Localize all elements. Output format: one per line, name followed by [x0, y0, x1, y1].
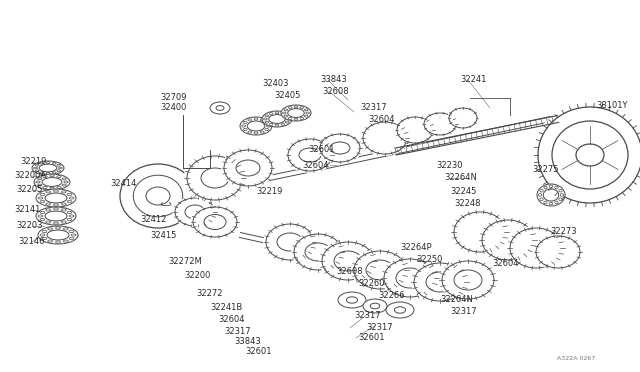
- Ellipse shape: [533, 234, 582, 270]
- Ellipse shape: [319, 240, 377, 282]
- Text: 32264N: 32264N: [444, 173, 477, 183]
- Ellipse shape: [439, 259, 497, 301]
- Ellipse shape: [291, 232, 345, 272]
- Ellipse shape: [381, 257, 439, 299]
- Text: 32405: 32405: [274, 92, 300, 100]
- Ellipse shape: [537, 184, 565, 206]
- Text: 32219: 32219: [20, 157, 46, 167]
- Text: 32608: 32608: [336, 267, 363, 276]
- Text: 32601: 32601: [245, 347, 271, 356]
- Text: 32230: 32230: [436, 161, 463, 170]
- Text: 32205: 32205: [16, 186, 42, 195]
- Ellipse shape: [507, 225, 565, 270]
- Text: 32601: 32601: [308, 145, 335, 154]
- Text: 32266: 32266: [378, 292, 404, 301]
- Text: 32317: 32317: [450, 308, 477, 317]
- Text: 32604: 32604: [492, 260, 518, 269]
- Text: A322A 0267: A322A 0267: [557, 356, 595, 360]
- Ellipse shape: [184, 153, 246, 203]
- Text: 38101Y: 38101Y: [596, 102, 627, 110]
- Text: 32264N: 32264N: [440, 295, 473, 305]
- Text: 32601: 32601: [358, 334, 385, 343]
- Ellipse shape: [395, 115, 435, 145]
- Text: 32248: 32248: [454, 199, 481, 208]
- Text: 32709: 32709: [160, 93, 186, 102]
- Text: 33843: 33843: [320, 76, 347, 84]
- Ellipse shape: [532, 102, 640, 208]
- Text: 32272: 32272: [196, 289, 223, 298]
- Text: 32260: 32260: [358, 279, 385, 289]
- Text: 32200: 32200: [184, 272, 211, 280]
- Ellipse shape: [360, 120, 410, 156]
- Ellipse shape: [120, 164, 196, 228]
- Ellipse shape: [447, 107, 479, 129]
- Text: 32219: 32219: [256, 187, 282, 196]
- Text: 32604: 32604: [218, 315, 244, 324]
- Text: 32241: 32241: [460, 76, 486, 84]
- Text: 32250: 32250: [416, 256, 442, 264]
- Ellipse shape: [210, 102, 230, 114]
- Text: 32412: 32412: [140, 215, 166, 224]
- Text: 32400: 32400: [160, 103, 186, 112]
- Ellipse shape: [479, 218, 537, 262]
- Ellipse shape: [36, 189, 76, 207]
- Ellipse shape: [386, 302, 414, 318]
- Text: 32317: 32317: [360, 103, 387, 112]
- Ellipse shape: [285, 137, 335, 173]
- Text: 32604: 32604: [302, 160, 328, 170]
- Ellipse shape: [338, 292, 366, 308]
- Text: 32604: 32604: [368, 115, 394, 125]
- Ellipse shape: [422, 112, 458, 136]
- Ellipse shape: [351, 249, 409, 291]
- Text: 32273: 32273: [550, 228, 577, 237]
- Text: 32414: 32414: [110, 179, 136, 187]
- Text: 32241B: 32241B: [210, 304, 243, 312]
- Ellipse shape: [221, 148, 275, 188]
- Ellipse shape: [36, 207, 76, 225]
- Text: 32200A: 32200A: [14, 171, 46, 180]
- Text: 32317: 32317: [224, 327, 251, 337]
- Ellipse shape: [262, 111, 292, 127]
- Ellipse shape: [38, 226, 78, 244]
- Text: 32415: 32415: [150, 231, 177, 241]
- Text: 32146: 32146: [18, 237, 45, 247]
- Ellipse shape: [363, 299, 387, 313]
- Ellipse shape: [190, 205, 239, 239]
- Ellipse shape: [411, 261, 469, 303]
- Text: 32264P: 32264P: [400, 244, 431, 253]
- Text: 32203: 32203: [16, 221, 42, 231]
- Ellipse shape: [451, 209, 509, 254]
- Ellipse shape: [32, 161, 64, 175]
- Ellipse shape: [317, 132, 362, 164]
- Text: 32275: 32275: [532, 166, 559, 174]
- Text: 32317: 32317: [366, 324, 392, 333]
- Text: 32317: 32317: [354, 311, 381, 321]
- Text: 32141: 32141: [14, 205, 40, 215]
- Text: 32272M: 32272M: [168, 257, 202, 266]
- Ellipse shape: [263, 222, 317, 262]
- Ellipse shape: [34, 174, 70, 190]
- Text: 32608: 32608: [322, 87, 349, 96]
- Ellipse shape: [173, 196, 218, 228]
- Text: 33843: 33843: [234, 337, 260, 346]
- Text: 32245: 32245: [450, 187, 476, 196]
- Ellipse shape: [240, 117, 272, 135]
- Text: 32403: 32403: [262, 80, 289, 89]
- Ellipse shape: [281, 105, 311, 121]
